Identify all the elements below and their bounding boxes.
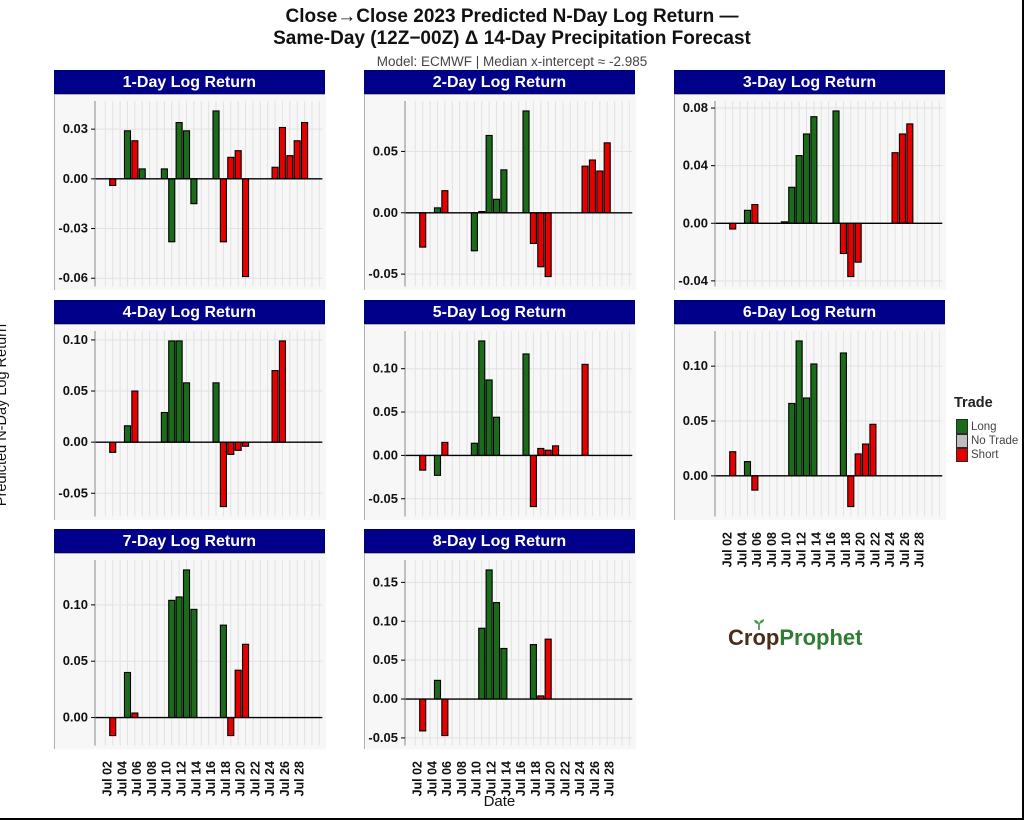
svg-text:-0.05: -0.05	[58, 485, 88, 500]
svg-text:0.00: 0.00	[373, 205, 398, 220]
svg-text:0.10: 0.10	[373, 613, 398, 628]
svg-text:Jul 28: Jul 28	[292, 761, 306, 796]
svg-text:0.00: 0.00	[62, 710, 87, 725]
svg-text:Jul 16: Jul 16	[514, 761, 528, 796]
svg-text:Jul 08: Jul 08	[765, 531, 779, 566]
svg-text:Jul 14: Jul 14	[809, 531, 823, 566]
svg-text:Jul 14: Jul 14	[189, 761, 203, 796]
svg-text:Jul 20: Jul 20	[233, 761, 247, 796]
svg-text:Jul 16: Jul 16	[204, 761, 218, 796]
svg-text:0.00: 0.00	[683, 215, 708, 230]
svg-text:Jul 22: Jul 22	[248, 761, 262, 796]
svg-text:0.08: 0.08	[683, 100, 708, 115]
svg-text:Jul 04: Jul 04	[735, 531, 749, 566]
svg-text:Jul 14: Jul 14	[499, 761, 513, 796]
svg-text:0.00: 0.00	[683, 467, 708, 482]
svg-text:Jul 06: Jul 06	[440, 761, 454, 796]
svg-text:0.10: 0.10	[373, 360, 398, 375]
svg-text:0.05: 0.05	[373, 143, 398, 158]
svg-text:0.10: 0.10	[62, 597, 87, 612]
svg-text:Jul 08: Jul 08	[145, 761, 159, 796]
svg-text:0.05: 0.05	[62, 383, 87, 398]
svg-text:0.05: 0.05	[373, 404, 398, 419]
svg-text:Jul 22: Jul 22	[558, 761, 572, 796]
svg-text:Jul 10: Jul 10	[470, 761, 484, 796]
svg-text:Jul 12: Jul 12	[484, 761, 498, 796]
svg-text:Jul 02: Jul 02	[721, 531, 735, 566]
svg-text:Jul 26: Jul 26	[278, 761, 292, 796]
svg-text:Jul 28: Jul 28	[602, 761, 616, 796]
svg-text:0.10: 0.10	[62, 331, 87, 346]
svg-text:Jul 28: Jul 28	[912, 531, 926, 566]
svg-text:Jul 24: Jul 24	[883, 531, 897, 566]
svg-text:-0.03: -0.03	[58, 220, 88, 235]
svg-text:0.15: 0.15	[373, 575, 398, 590]
svg-text:Jul 16: Jul 16	[824, 531, 838, 566]
svg-text:0.05: 0.05	[62, 653, 87, 668]
svg-text:-0.06: -0.06	[58, 270, 88, 285]
svg-text:Jul 02: Jul 02	[411, 761, 425, 796]
svg-text:0.04: 0.04	[683, 157, 709, 172]
svg-text:Jul 06: Jul 06	[750, 531, 764, 566]
svg-text:Jul 04: Jul 04	[425, 761, 439, 796]
svg-text:-0.05: -0.05	[368, 730, 398, 745]
svg-text:Jul 08: Jul 08	[455, 761, 469, 796]
svg-text:Jul 12: Jul 12	[794, 531, 808, 566]
svg-text:Jul 18: Jul 18	[218, 761, 232, 796]
svg-text:0.00: 0.00	[62, 171, 87, 186]
svg-text:Jul 22: Jul 22	[868, 531, 882, 566]
svg-text:Jul 24: Jul 24	[263, 761, 277, 796]
svg-text:-0.04: -0.04	[678, 273, 708, 288]
svg-text:Jul 18: Jul 18	[839, 531, 853, 566]
svg-text:Jul 26: Jul 26	[588, 761, 602, 796]
svg-text:-0.05: -0.05	[368, 266, 398, 281]
svg-text:Jul 20: Jul 20	[543, 761, 557, 796]
svg-text:Jul 02: Jul 02	[100, 761, 114, 796]
svg-text:Jul 24: Jul 24	[573, 761, 587, 796]
svg-text:-0.05: -0.05	[368, 490, 398, 505]
svg-text:Jul 10: Jul 10	[780, 531, 794, 566]
svg-text:Jul 20: Jul 20	[853, 531, 867, 566]
svg-text:0.05: 0.05	[373, 652, 398, 667]
svg-text:Jul 10: Jul 10	[159, 761, 173, 796]
svg-text:Jul 06: Jul 06	[130, 761, 144, 796]
svg-text:Jul 12: Jul 12	[174, 761, 188, 796]
svg-text:Jul 18: Jul 18	[529, 761, 543, 796]
svg-text:0.05: 0.05	[683, 413, 708, 428]
svg-text:0.00: 0.00	[62, 434, 87, 449]
svg-text:Jul 04: Jul 04	[115, 761, 129, 796]
svg-text:0.10: 0.10	[683, 358, 708, 373]
svg-text:0.03: 0.03	[62, 121, 87, 136]
svg-text:0.00: 0.00	[373, 691, 398, 706]
svg-text:Jul 26: Jul 26	[898, 531, 912, 566]
svg-text:0.00: 0.00	[373, 447, 398, 462]
